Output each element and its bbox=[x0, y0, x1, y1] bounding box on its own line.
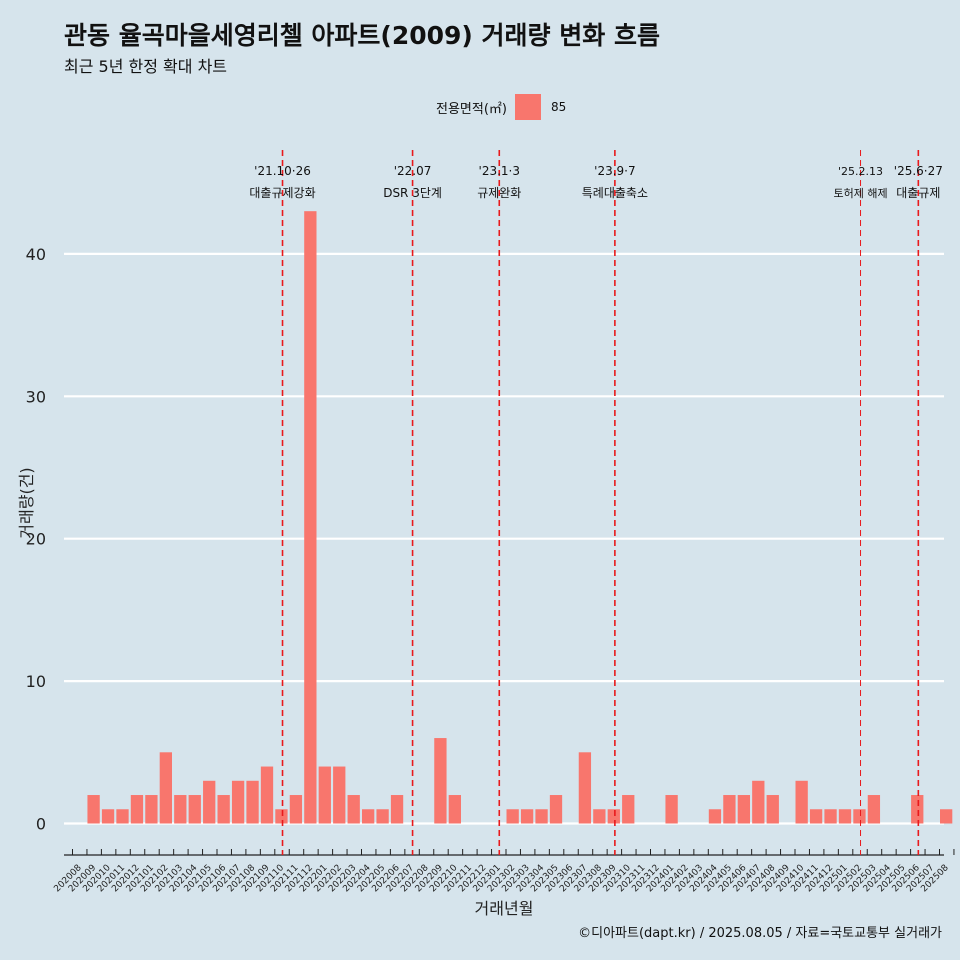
y-tick-label: 10 bbox=[26, 672, 46, 691]
source-credit: ©디아파트(dapt.kr) / 2025.08.05 / 자료=국토교통부 실… bbox=[578, 926, 942, 941]
bar bbox=[376, 809, 389, 824]
bar bbox=[622, 795, 635, 824]
y-tick-label: 30 bbox=[26, 387, 46, 406]
x-axis-title: 거래년월 bbox=[475, 899, 534, 918]
y-axis-title: 거래량(건) bbox=[17, 467, 36, 538]
bar bbox=[362, 809, 375, 824]
bar bbox=[260, 766, 274, 824]
bar bbox=[867, 795, 881, 824]
bar bbox=[607, 809, 620, 824]
event-desc-label: DSR 3단계 bbox=[383, 186, 442, 200]
bar bbox=[737, 795, 750, 824]
bar bbox=[347, 795, 360, 824]
bar bbox=[159, 752, 172, 824]
bar bbox=[318, 766, 331, 824]
legend-entry: 85 bbox=[550, 100, 567, 114]
bar bbox=[174, 795, 187, 824]
bar bbox=[593, 809, 606, 824]
bar bbox=[116, 809, 129, 824]
bar bbox=[275, 809, 288, 824]
bar bbox=[824, 809, 837, 824]
event-desc-label: 토허제 해제 bbox=[833, 186, 887, 200]
bar bbox=[448, 795, 461, 824]
bar bbox=[766, 795, 779, 824]
bar bbox=[520, 809, 534, 824]
event-date-label: '23.1·3 bbox=[479, 164, 520, 178]
bar bbox=[708, 809, 722, 824]
event-date-label: '21.10·26 bbox=[254, 164, 311, 178]
bar bbox=[203, 780, 216, 824]
event-date-label: '22.07 bbox=[394, 164, 432, 178]
event-desc-label: 특례대출축소 bbox=[582, 186, 648, 200]
bar bbox=[911, 795, 924, 824]
bar bbox=[304, 211, 317, 824]
bar bbox=[145, 795, 158, 824]
legend-swatch bbox=[514, 94, 541, 120]
bar bbox=[853, 809, 866, 824]
bar bbox=[434, 738, 447, 824]
bar bbox=[506, 809, 519, 824]
y-tick-label: 0 bbox=[36, 815, 46, 834]
event-date-label: '25.6·27 bbox=[894, 164, 943, 178]
bar bbox=[752, 780, 765, 824]
bar bbox=[809, 809, 823, 824]
bar bbox=[217, 795, 230, 824]
bar bbox=[578, 752, 592, 824]
legend: 전용면적(㎡) 85 bbox=[436, 94, 566, 120]
event-date-label: '25.2.13 bbox=[838, 165, 883, 178]
chart-subtitle: 최근 5년 한정 확대 차트 bbox=[64, 57, 228, 76]
legend-title: 전용면적(㎡) bbox=[436, 101, 507, 117]
bar bbox=[130, 795, 144, 824]
event-desc-label: 대출규제강화 bbox=[249, 186, 315, 200]
bar bbox=[535, 809, 548, 824]
bar bbox=[390, 795, 404, 824]
event-date-label: '23.9·7 bbox=[594, 164, 635, 178]
bar bbox=[838, 809, 852, 824]
chart-title: 관동 율곡마을세영리첼 아파트(2009) 거래량 변화 흐름 bbox=[64, 21, 660, 50]
bar bbox=[289, 795, 303, 824]
bar bbox=[940, 809, 953, 824]
bar bbox=[723, 795, 736, 824]
y-tick-label: 40 bbox=[26, 245, 46, 264]
bar bbox=[333, 766, 346, 824]
bar bbox=[665, 795, 678, 824]
bar bbox=[246, 780, 259, 824]
bar bbox=[188, 795, 201, 824]
bar bbox=[101, 809, 115, 824]
bar bbox=[795, 780, 808, 824]
bar bbox=[87, 795, 100, 824]
bar bbox=[231, 780, 245, 824]
bar bbox=[549, 795, 563, 824]
y-tick-label: 20 bbox=[26, 530, 46, 549]
event-desc-label: 규제완화 bbox=[477, 186, 521, 200]
event-desc-label: 대출규제 bbox=[896, 186, 940, 200]
